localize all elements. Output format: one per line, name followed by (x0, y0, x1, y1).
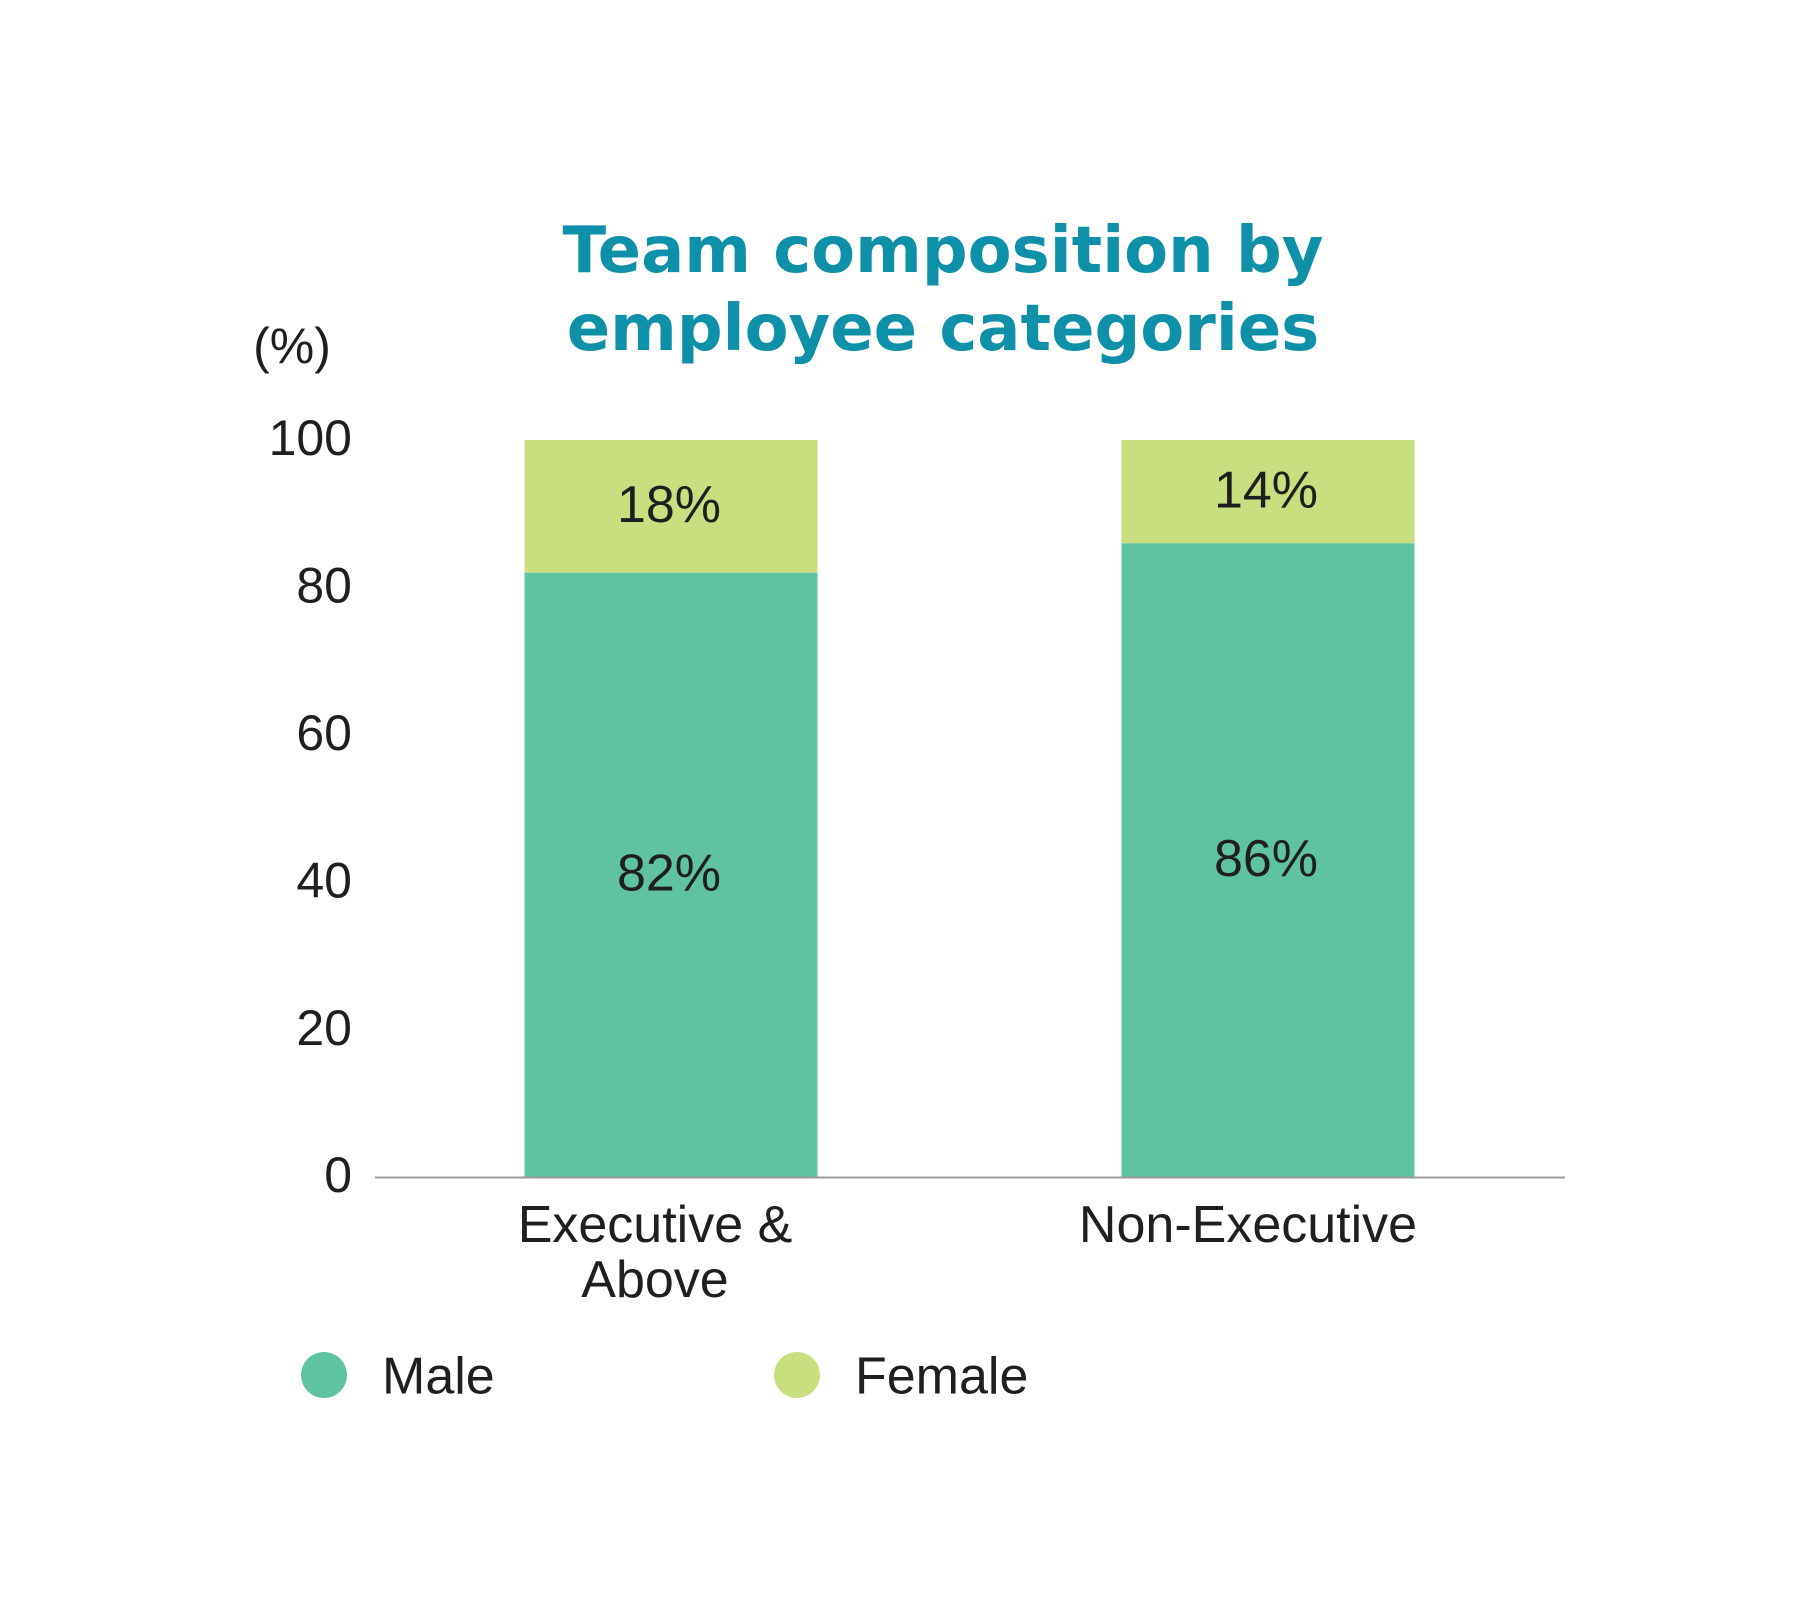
x-axis-category-labels: Executive &Above Non-Executive (518, 1196, 1417, 1309)
data-labels: 82% 18% 86% 14% (617, 461, 1318, 902)
bar-female-category-1 (524, 440, 818, 573)
data-label-male-category-1: 82% (617, 845, 721, 903)
y-tick-label-100: 100 (269, 410, 352, 466)
category-label-1-line-1: Executive & (518, 1196, 793, 1254)
y-tick-label-60: 60 (296, 705, 352, 761)
data-label-female-category-1: 18% (617, 476, 721, 534)
y-axis-unit-label: (%) (253, 318, 331, 374)
legend-swatch-female (774, 1352, 820, 1398)
category-label-1-line-2: Above (581, 1251, 728, 1309)
y-tick-label-80: 80 (296, 558, 352, 614)
legend-label-male: Male (382, 1348, 495, 1406)
y-axis-ticks: 0 20 40 60 80 100 (269, 410, 352, 1203)
bar-female-category-2 (1121, 440, 1415, 544)
category-label-2-line-1: Non-Executive (1079, 1196, 1417, 1254)
y-tick-label-0: 0 (324, 1147, 352, 1203)
y-tick-label-40: 40 (296, 852, 352, 908)
bar-male-category-2 (1121, 543, 1415, 1177)
bar-male-category-1 (524, 572, 818, 1177)
data-label-female-category-2: 14% (1214, 461, 1318, 519)
bars (524, 440, 1415, 1177)
y-tick-label-20: 20 (296, 1000, 352, 1056)
legend: Male Female (301, 1348, 1028, 1406)
legend-label-female: Female (855, 1348, 1028, 1406)
chart-title-line-2: employee categories (567, 292, 1320, 366)
legend-swatch-male (301, 1352, 347, 1398)
data-label-male-category-2: 86% (1214, 830, 1318, 888)
chart-title-line-1: Team composition by (563, 214, 1324, 288)
